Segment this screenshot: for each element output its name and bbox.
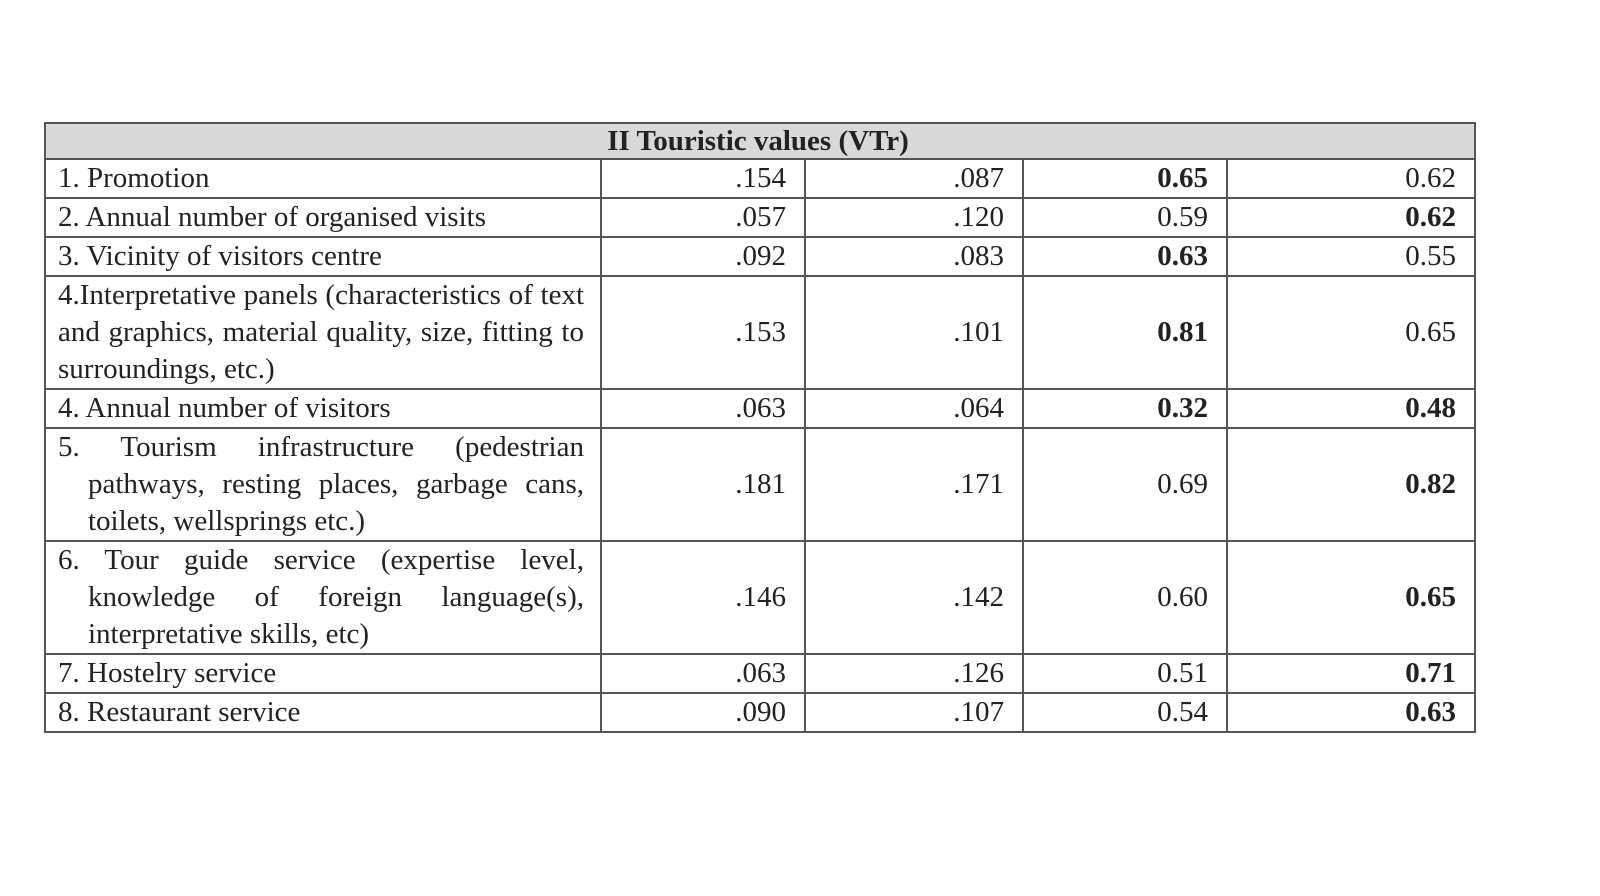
table-row: 5. Tourism infrastructure (pedestrian pa… bbox=[44, 427, 1477, 542]
table-row: 4. Annual number of visitors .063.064 0.32… bbox=[44, 388, 1477, 429]
row-label: 4. Annual number of visitors bbox=[44, 388, 602, 429]
row-label: 8. Restaurant service bbox=[44, 692, 602, 733]
value-cell: .107 bbox=[804, 692, 1024, 733]
touristic-values-table: II Touristic values (VTr) 1. Promotion .1… bbox=[43, 122, 1477, 733]
row-label: 1. Promotion bbox=[44, 158, 602, 199]
value-cell: 0.60 bbox=[1022, 540, 1228, 655]
value-cell: .092 bbox=[600, 236, 806, 277]
value-cell: 0.63 bbox=[1225, 692, 1477, 733]
table-row: 1. Promotion .154.087 0.65 0.62 bbox=[44, 158, 1477, 199]
row-label: 6. Tour guide service (expertise level, … bbox=[44, 540, 602, 655]
value-cell: 0.82 bbox=[1225, 427, 1477, 542]
value-cell: .090 bbox=[600, 692, 806, 733]
table-row: 2. Annual number of organised visits .057… bbox=[44, 197, 1477, 238]
row-label: 4.Interpretative panels (characteristics… bbox=[44, 275, 602, 390]
table-title: II Touristic values (VTr) bbox=[43, 122, 1477, 160]
table-row: 7. Hostelry service .063.126 0.51 0.71 bbox=[44, 653, 1477, 694]
value-cell: 0.55 bbox=[1225, 236, 1477, 277]
row-label: 3. Vicinity of visitors centre bbox=[44, 236, 602, 277]
value-cell: 0.62 bbox=[1225, 158, 1477, 199]
table-row: 3. Vicinity of visitors centre .092.083 0.… bbox=[44, 236, 1477, 277]
row-label: 2. Annual number of organised visits bbox=[44, 197, 602, 238]
value-cell: .120 bbox=[804, 197, 1024, 238]
value-cell: .064 bbox=[804, 388, 1024, 429]
value-cell: 0.54 bbox=[1022, 692, 1228, 733]
table-header-row: II Touristic values (VTr) bbox=[43, 122, 1477, 160]
value-cell: .154 bbox=[600, 158, 806, 199]
value-cell: 0.59 bbox=[1022, 197, 1228, 238]
row-label: 7. Hostelry service bbox=[44, 653, 602, 694]
value-cell: .083 bbox=[804, 236, 1024, 277]
value-cell: 0.65 bbox=[1225, 540, 1477, 655]
value-cell: .063 bbox=[600, 653, 806, 694]
value-cell: .142 bbox=[804, 540, 1024, 655]
value-cell: 0.81 bbox=[1022, 275, 1228, 390]
value-cell: .087 bbox=[804, 158, 1024, 199]
value-cell: 0.65 bbox=[1022, 158, 1228, 199]
value-cell: 0.51 bbox=[1022, 653, 1228, 694]
value-cell: .181 bbox=[600, 427, 806, 542]
value-cell: .126 bbox=[804, 653, 1024, 694]
table-row: 8. Restaurant service .090.107 0.54 0.63 bbox=[44, 692, 1477, 733]
value-cell: .171 bbox=[804, 427, 1024, 542]
value-cell: 0.69 bbox=[1022, 427, 1228, 542]
value-cell: 0.71 bbox=[1225, 653, 1477, 694]
value-cell: 0.63 bbox=[1022, 236, 1228, 277]
value-cell: 0.32 bbox=[1022, 388, 1228, 429]
value-cell: 0.65 bbox=[1225, 275, 1477, 390]
table-row: 6. Tour guide service (expertise level, … bbox=[44, 540, 1477, 655]
value-cell: .101 bbox=[804, 275, 1024, 390]
value-cell: .153 bbox=[600, 275, 806, 390]
value-cell: 0.62 bbox=[1225, 197, 1477, 238]
row-label: 5. Tourism infrastructure (pedestrian pa… bbox=[44, 427, 602, 542]
value-cell: .146 bbox=[600, 540, 806, 655]
value-cell: 0.48 bbox=[1225, 388, 1477, 429]
value-cell: .057 bbox=[600, 197, 806, 238]
value-cell: .063 bbox=[600, 388, 806, 429]
table-row: 4.Interpretative panels (characteristics… bbox=[44, 275, 1477, 390]
